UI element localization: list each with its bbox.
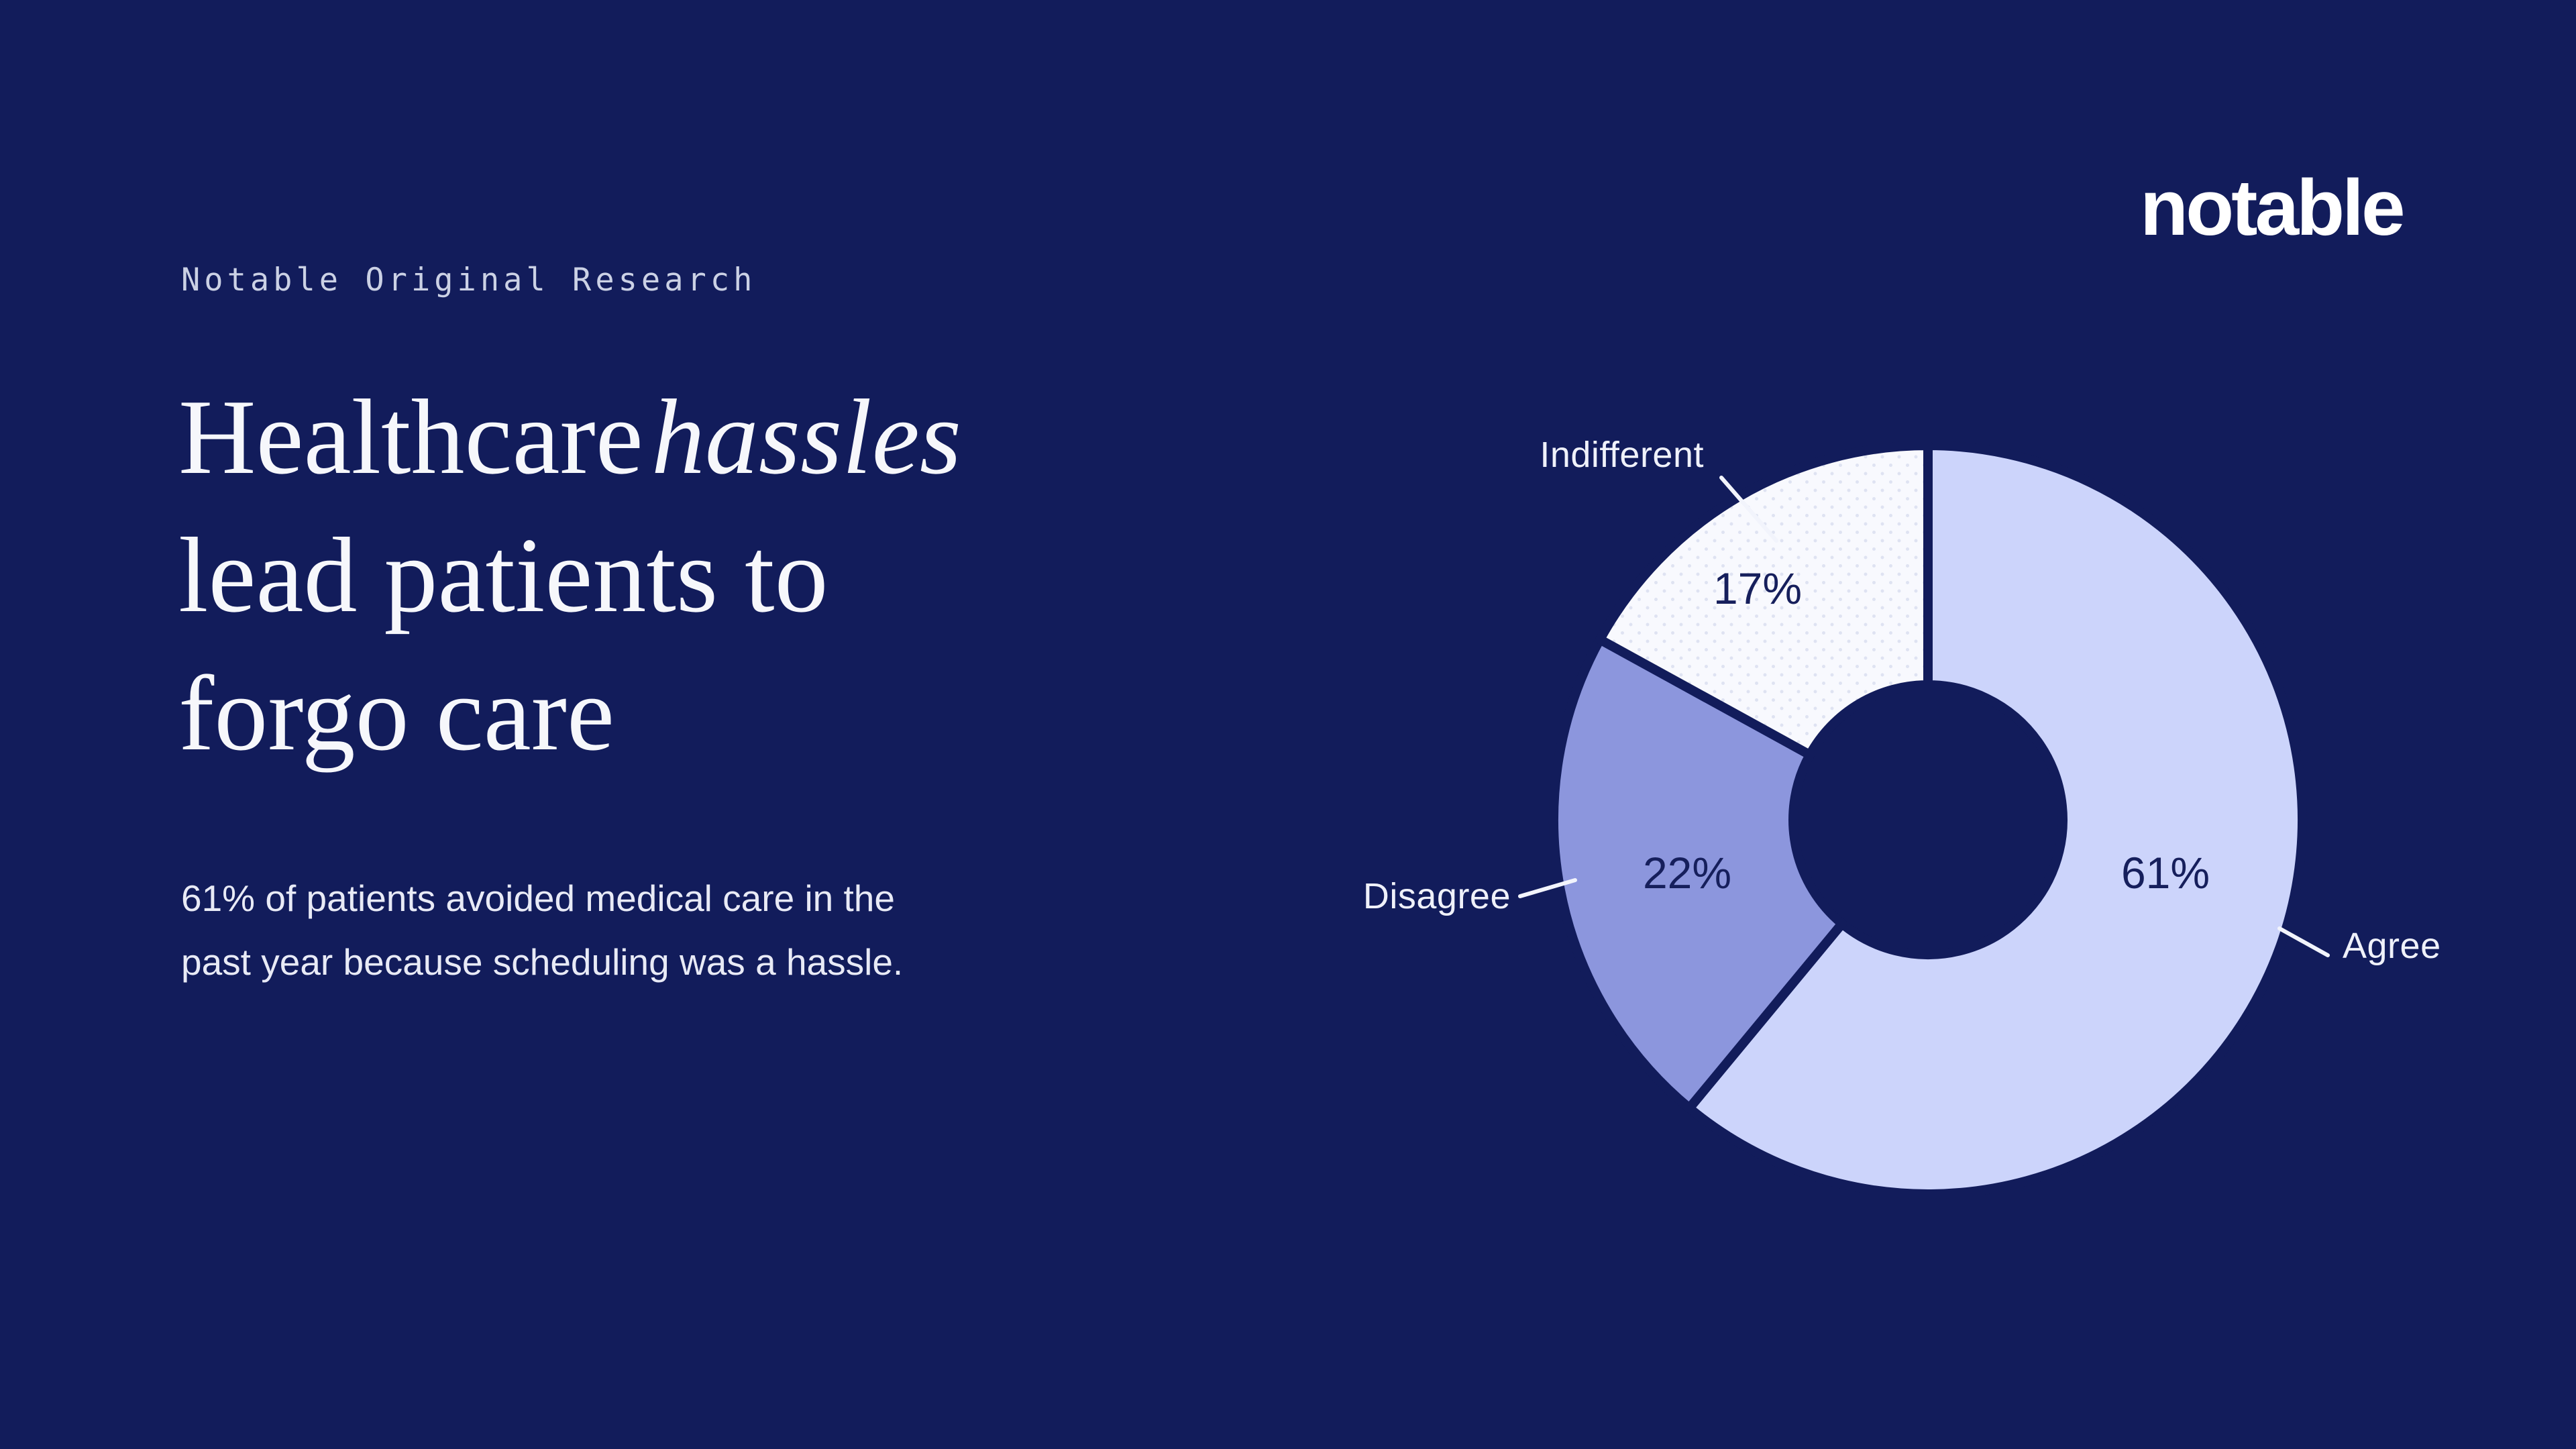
slice-label-indifferent: Indifferent bbox=[1540, 435, 1704, 475]
pct-label-agree: 61% bbox=[2121, 848, 2210, 898]
pct-label-disagree: 22% bbox=[1643, 848, 1731, 898]
headline-lead: Healthcare bbox=[178, 377, 643, 496]
slice-indifferent bbox=[1595, 441, 1933, 760]
page-title: Healthcarehassles lead patients to forgo c… bbox=[178, 368, 961, 782]
brand-logo: notable bbox=[2140, 164, 2406, 252]
headline-line3: forgo care bbox=[178, 653, 614, 773]
body-line1: 61% of patients avoided medical care in … bbox=[181, 877, 895, 919]
headline-italic-word: hassles bbox=[651, 377, 962, 496]
eyebrow-label: Notable Original Research bbox=[181, 262, 757, 299]
slice-label-agree: Agree bbox=[2343, 926, 2441, 966]
callout-line-disagree bbox=[1518, 878, 1577, 898]
callout-line-agree bbox=[2277, 926, 2330, 957]
headline-line2: lead patients to bbox=[178, 515, 828, 635]
slice-disagree bbox=[1549, 635, 1847, 1113]
body-copy: 61% of patients avoided medical care in … bbox=[181, 867, 903, 994]
slice-label-disagree: Disagree bbox=[1363, 876, 1511, 916]
pct-label-indifferent: 17% bbox=[1713, 564, 1802, 613]
callout-line-indifferent bbox=[1719, 476, 1778, 543]
body-line2: past year because scheduling was a hassl… bbox=[181, 941, 904, 983]
slice-agree bbox=[1684, 441, 2308, 1199]
